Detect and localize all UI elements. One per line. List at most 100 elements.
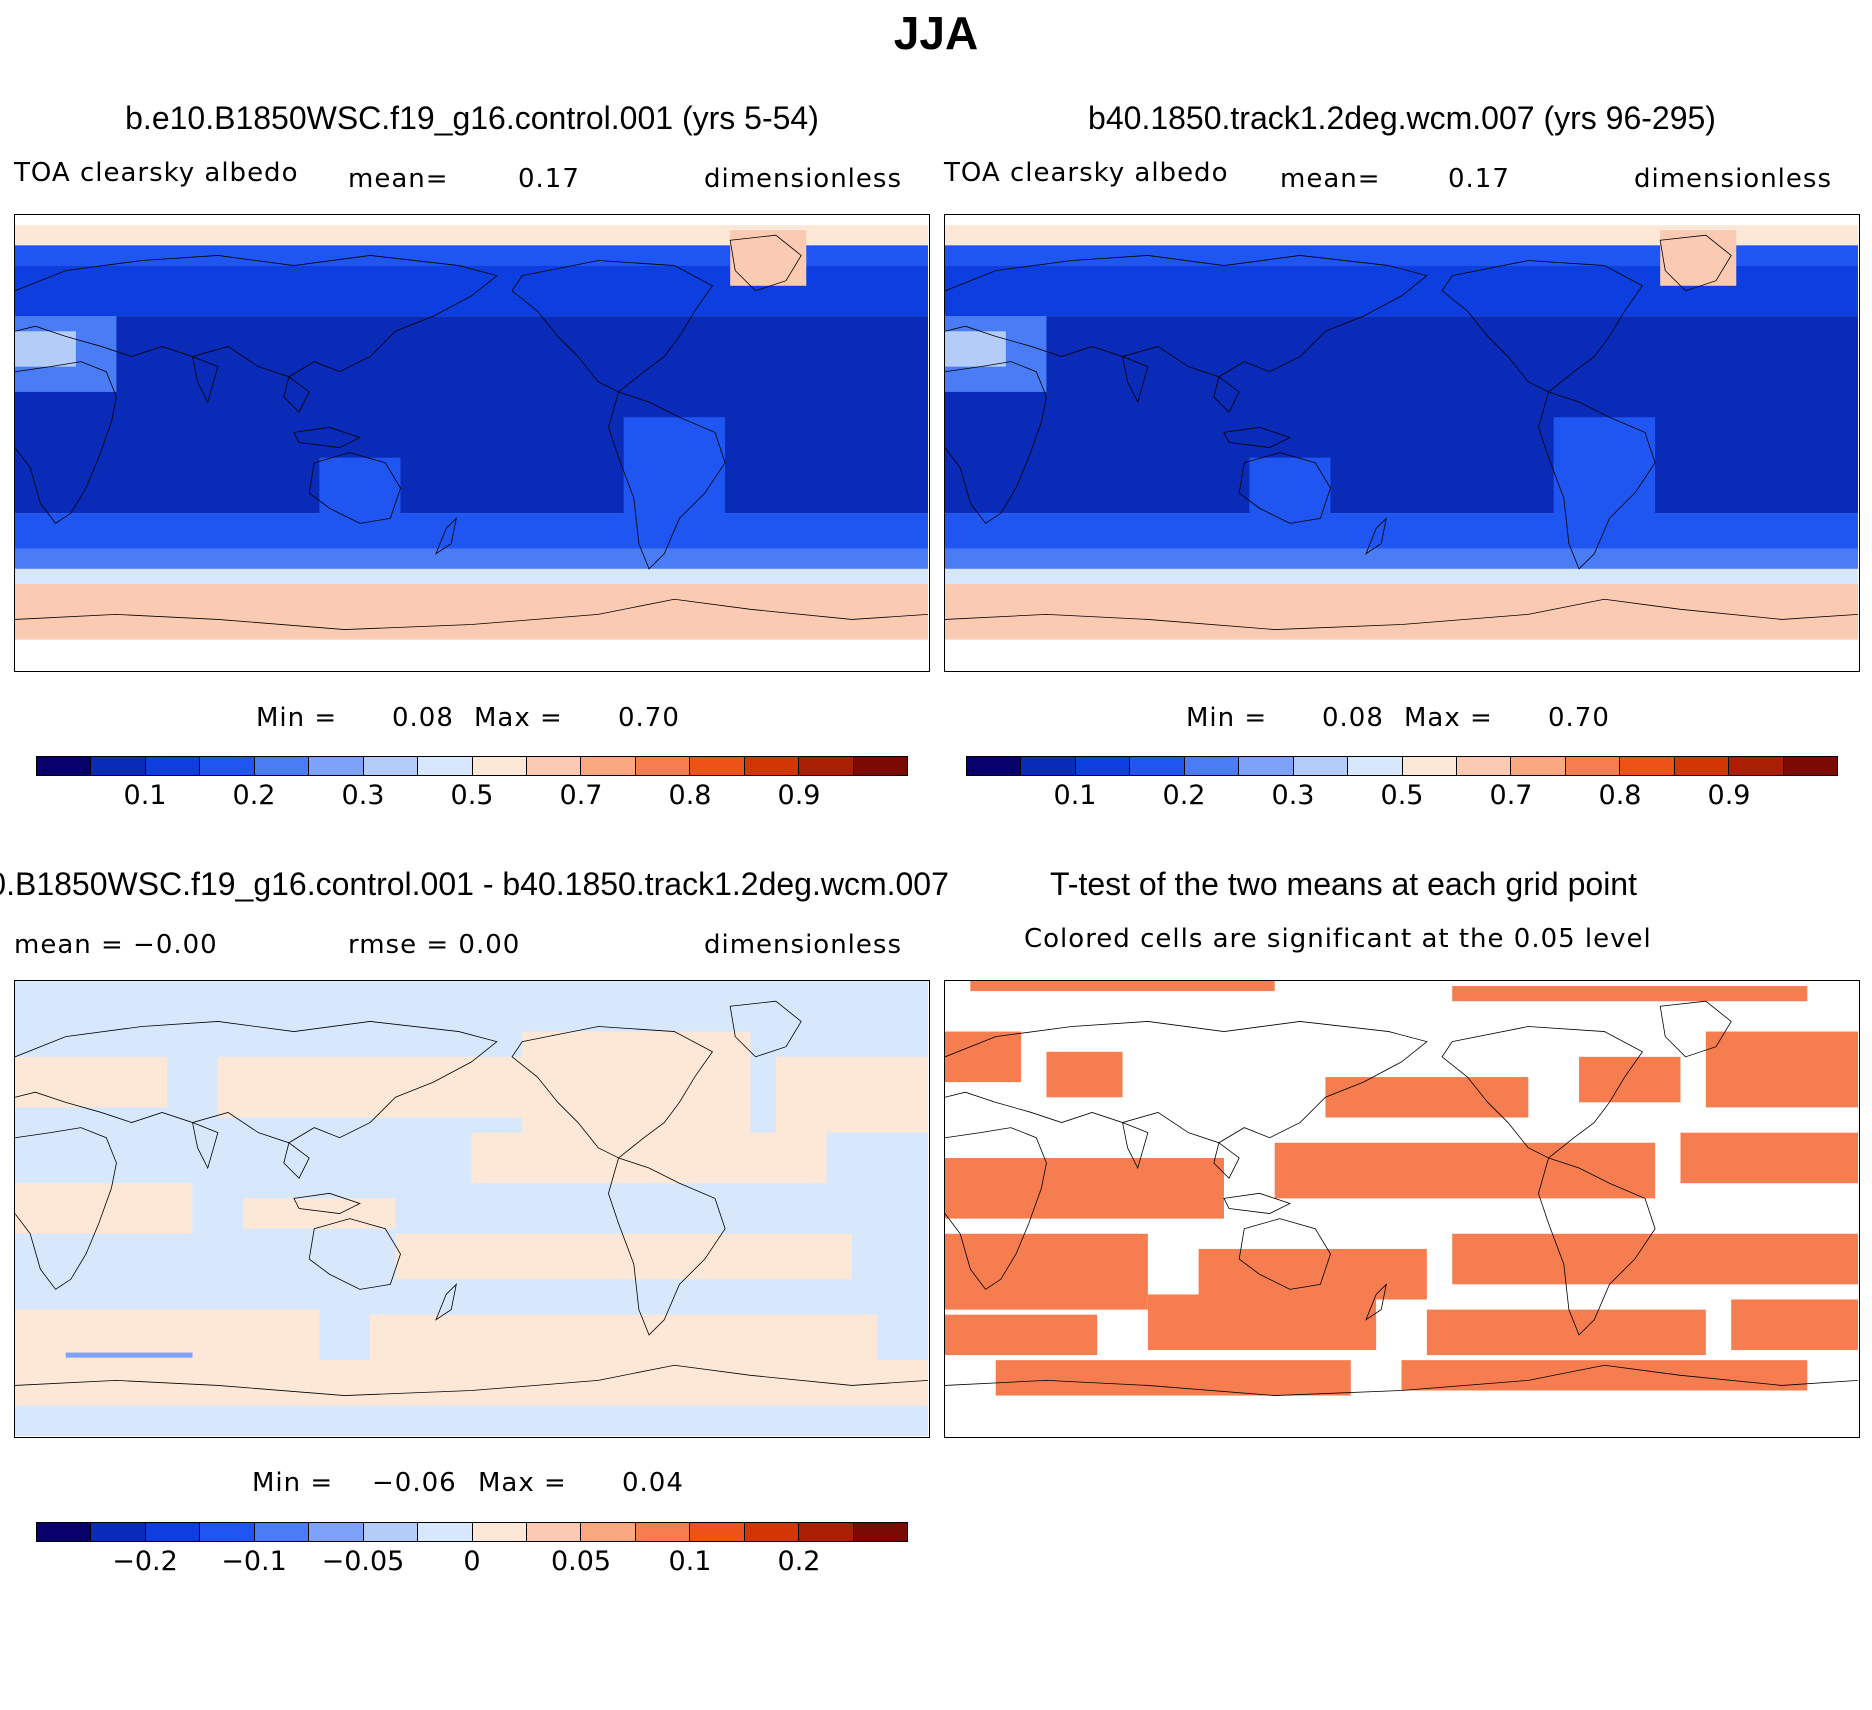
units-label: dimensionless [1634,164,1832,194]
colorbar-swatch [1239,757,1294,775]
max-value: 0.70 [618,703,680,733]
colorbar-swatch [581,757,636,775]
coastline [1366,518,1386,553]
colorbar-swatch [145,757,201,775]
colorbar-tick-label: 0.05 [550,1546,612,1577]
diff-positive-region [471,1132,827,1184]
mean-label: mean= [348,164,449,194]
significant-region [945,1233,1148,1310]
significant-region [1452,1233,1858,1285]
significant-region [1147,1294,1377,1351]
significant-region [1198,1248,1427,1300]
desert-patch [15,331,76,367]
panel-title-top-right: b40.1850.track1.2deg.wcm.007 (yrs 96-295… [1088,100,1716,136]
colorbar-swatch [1729,757,1784,775]
albedo-band [15,568,928,585]
diff-positive-region [15,1360,928,1406]
colorbar-tick-label: 0.1 [123,780,167,811]
significant-region [970,981,1275,992]
coastline [193,1123,218,1169]
colorbar-tick-label: −0.1 [221,1546,287,1577]
colorbar-swatch [853,1523,907,1541]
desert-patch [945,331,1006,367]
coastline [1123,1123,1148,1169]
coastline [608,1158,725,1335]
colorbar-tick-label: 0.2 [777,1546,821,1577]
coastline [945,1021,1427,1142]
colorbar-tick-label: 0.9 [777,780,821,811]
land-patch [1249,457,1331,519]
significant-region [945,1031,1022,1083]
significant-region [1680,1132,1858,1184]
coastline [1214,1143,1290,1214]
max-value: 0.70 [1548,703,1610,733]
colorbar-swatch [799,1523,854,1541]
coastline [730,235,801,291]
ttest-significance-map [944,980,1860,1438]
coastline [512,261,712,392]
significant-region [1325,1077,1529,1118]
colorbar-swatch [581,1523,636,1541]
colorbar-swatch [1456,757,1512,775]
min-value: 0.08 [1322,703,1384,733]
colorbar-tick-label: 0.5 [450,780,494,811]
colorbar-swatch [744,757,800,775]
max-label: Max = [474,703,563,733]
coastline [436,518,456,553]
diff-negative-streak [65,1352,193,1358]
colorbar-tick-label: 0.3 [341,780,385,811]
southern-band [15,513,928,549]
albedo-band [945,639,1858,670]
coastline [284,1143,360,1214]
colorbar-swatch [635,757,691,775]
coastline [1123,357,1148,403]
mean-label: mean = −0.00 [14,930,218,960]
significant-region [1046,1051,1123,1098]
colorbar-swatch [309,1523,364,1541]
coastlines [945,235,1858,629]
colorbar-tick-label: 0.7 [1489,780,1533,811]
colorbar-swatch [91,757,146,775]
diff-positive-region [217,1056,548,1118]
colorbar-tick-label: 0.2 [232,780,276,811]
coastline [1660,235,1731,291]
coastline [1239,453,1330,524]
significant-region [1452,986,1808,1002]
units-label: dimensionless [704,164,902,194]
coastline [945,362,1046,524]
colorbar-swatch [418,1523,473,1541]
coastline [608,392,725,569]
albedo-band [15,215,928,226]
mean-value: 0.17 [1448,164,1510,194]
colorbar-swatch [254,1523,310,1541]
coastline [15,362,116,524]
colorbar-tick-label: 0.5 [1380,780,1424,811]
significant-region [1579,1056,1681,1103]
diff-positive-region [370,1314,878,1361]
significant-region [995,1360,1351,1396]
colorbar-swatch [967,757,1022,775]
albedo-band [945,584,1858,640]
colorbar-swatch [1075,757,1131,775]
colorbar-swatch [744,1523,800,1541]
coastline [15,1365,928,1395]
coastline [193,357,218,403]
max-label: Max = [1404,703,1493,733]
colorbar-swatch [200,1523,255,1541]
significant-region [945,1314,1098,1356]
coastline [1239,1219,1330,1290]
colorbar-tick-label: 0.7 [559,780,603,811]
panel-title-ttest: T-test of the two means at each grid poi… [1050,866,1637,902]
colorbar-swatch [37,757,92,775]
colorbar-swatch [200,757,255,775]
coastline [15,1128,116,1290]
difference-map [14,980,930,1438]
colorbar-swatch [1783,757,1837,775]
colorbar-tick-label: 0 [463,1546,481,1577]
difference-title-text: b.e10.B1850WSC.f19_g16.control.001 - b40… [0,866,949,902]
colorbar-tick-label: 0.3 [1271,780,1315,811]
colorbar-swatch [1511,757,1566,775]
coastline [945,599,1858,629]
colorbar-swatch [1348,757,1403,775]
min-value: 0.08 [392,703,454,733]
